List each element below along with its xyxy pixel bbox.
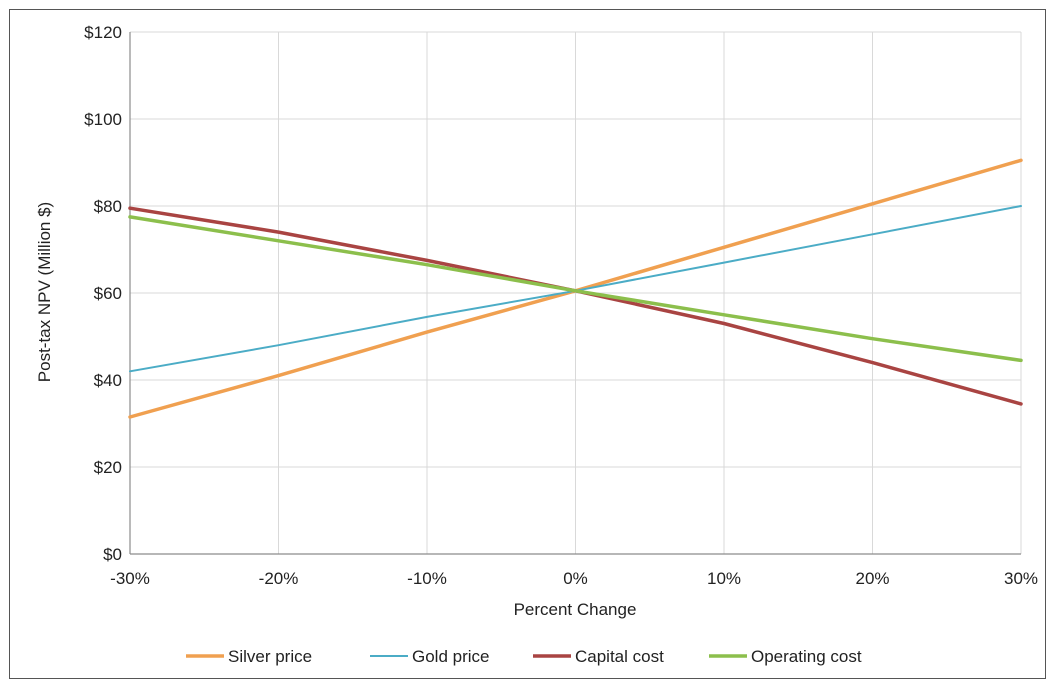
grid-lines — [129, 31, 1022, 554]
axes — [129, 32, 1021, 555]
x-tick-label: 20% — [855, 569, 889, 588]
y-tick-label: $80 — [94, 197, 122, 216]
legend-item-capital-cost: Capital cost — [533, 647, 664, 666]
y-tick-label: $120 — [84, 23, 122, 42]
x-tick-label: 30% — [1004, 569, 1038, 588]
legend-item-operating-cost: Operating cost — [709, 647, 862, 666]
legend-label: Capital cost — [575, 647, 664, 666]
x-tick-label: 0% — [563, 569, 588, 588]
y-tick-label: $60 — [94, 284, 122, 303]
series-line-operating-cost — [128, 215, 1023, 363]
x-axis-title: Percent Change — [514, 600, 637, 619]
x-tick-label: 10% — [707, 569, 741, 588]
y-tick-label: $100 — [84, 110, 122, 129]
x-tick-label: -10% — [407, 569, 447, 588]
x-tick-label: -20% — [259, 569, 299, 588]
legend: Silver price Gold price Capital cost Operat… — [186, 647, 862, 666]
legend-item-silver-price: Silver price — [186, 647, 312, 666]
y-tick-label: $20 — [94, 458, 122, 477]
series-lines — [128, 158, 1023, 419]
tick-labels: $0 $20 $40 $60 $80 $100 $120 -30% -20% -10% 0% 10% 2… — [84, 23, 1038, 588]
legend-label: Operating cost — [751, 647, 862, 666]
y-tick-label: $0 — [103, 545, 122, 564]
legend-item-gold-price: Gold price — [370, 647, 489, 666]
x-tick-label: -30% — [110, 569, 150, 588]
y-tick-label: $40 — [94, 371, 122, 390]
legend-label: Gold price — [412, 647, 489, 666]
legend-label: Silver price — [228, 647, 312, 666]
y-axis-title: Post-tax NPV (Million $) — [35, 202, 54, 382]
chart-frame — [9, 9, 1046, 679]
